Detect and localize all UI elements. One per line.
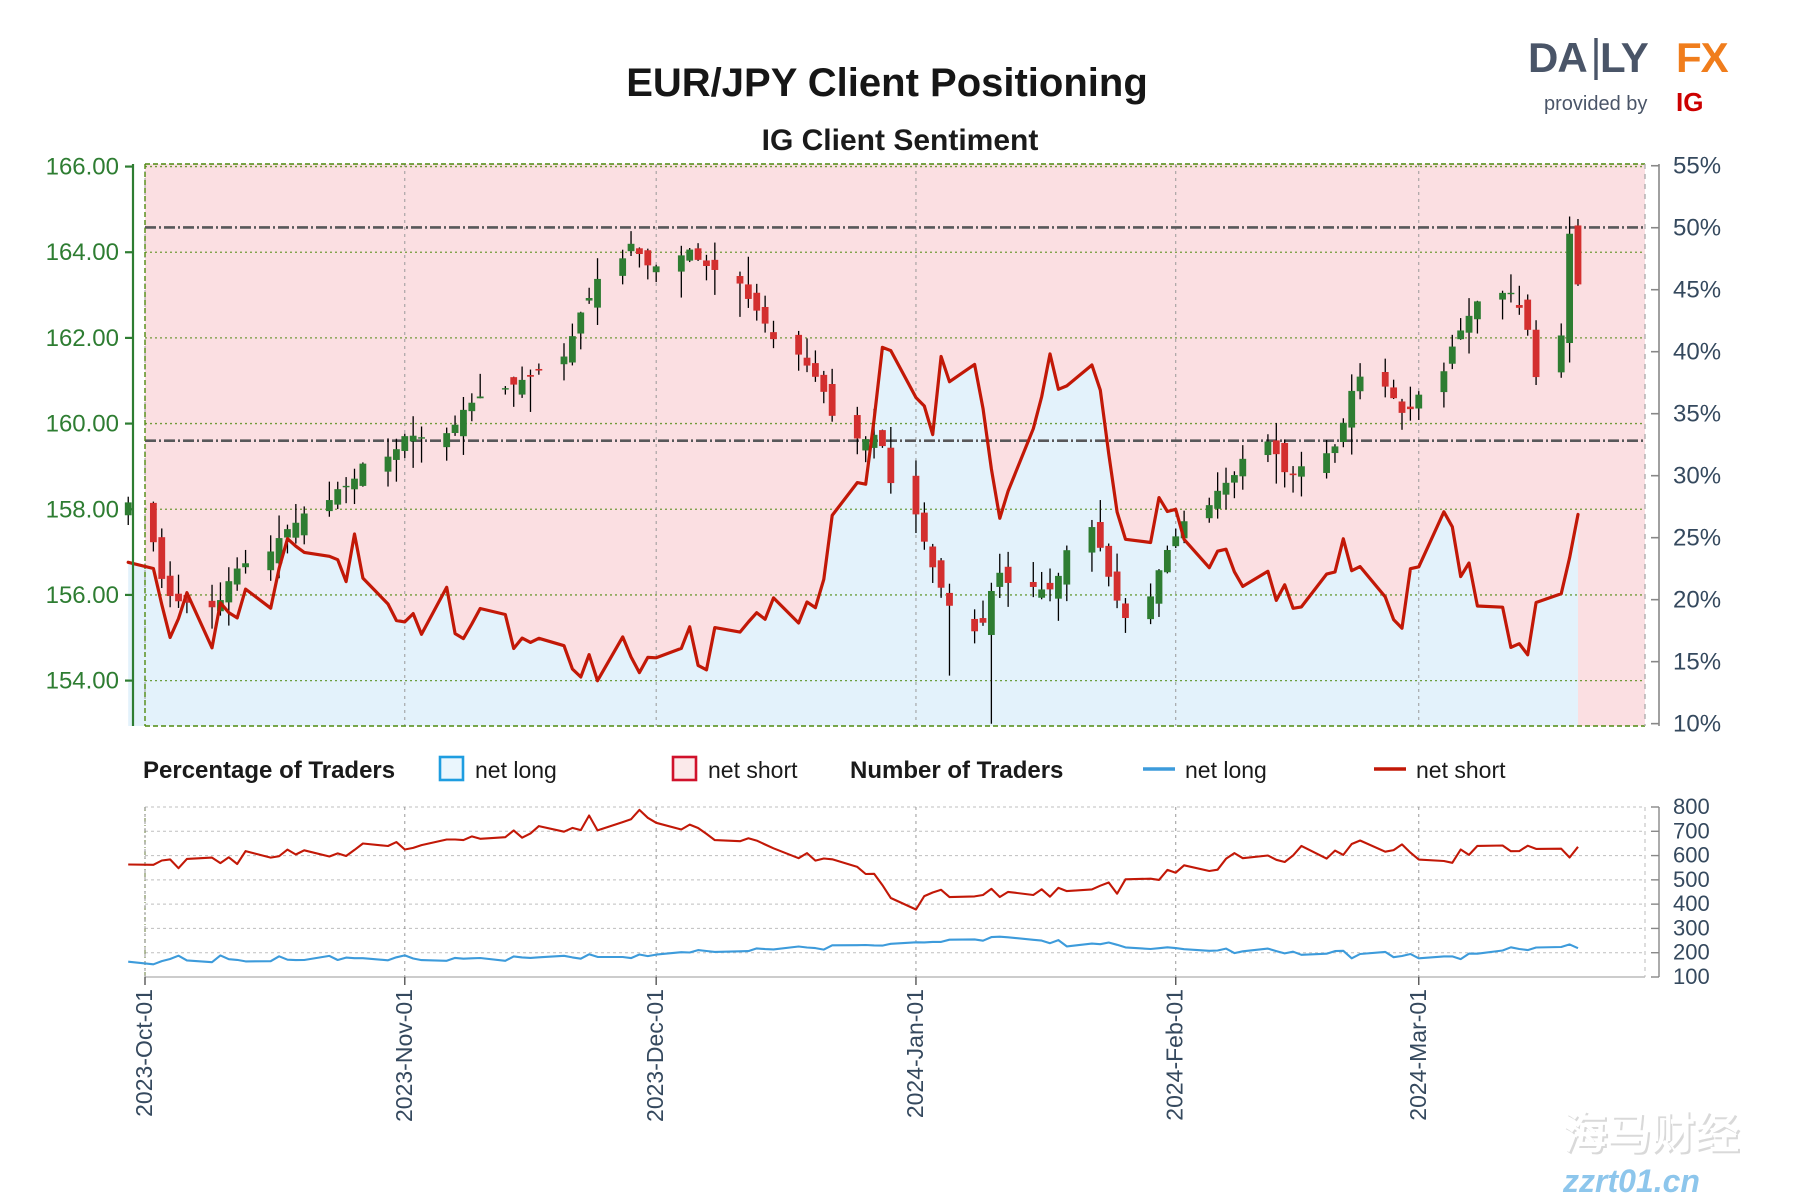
svg-text:100: 100 [1673, 964, 1710, 989]
svg-text:162.00: 162.00 [46, 325, 119, 352]
svg-text:156.00: 156.00 [46, 582, 119, 609]
svg-text:55%: 55% [1673, 153, 1721, 180]
svg-text:net long: net long [475, 757, 557, 783]
svg-text:FX: FX [1676, 34, 1729, 81]
svg-text:35%: 35% [1673, 401, 1721, 428]
svg-text:158.00: 158.00 [46, 496, 119, 523]
svg-text:2024-Jan-01: 2024-Jan-01 [902, 989, 928, 1118]
svg-text:Percentage of Traders: Percentage of Traders [143, 757, 395, 784]
svg-text:10%: 10% [1673, 711, 1721, 738]
svg-text:164.00: 164.00 [46, 239, 119, 266]
svg-text:800: 800 [1673, 794, 1710, 819]
svg-text:30%: 30% [1673, 463, 1721, 490]
svg-text:2023-Oct-01: 2023-Oct-01 [131, 989, 157, 1117]
svg-text:2024-Mar-01: 2024-Mar-01 [1405, 989, 1431, 1121]
svg-text:海马财经: 海马财经 [1563, 1109, 1739, 1158]
svg-text:200: 200 [1673, 940, 1710, 965]
svg-text:net short: net short [708, 757, 798, 783]
svg-text:160.00: 160.00 [46, 411, 119, 438]
svg-text:2023-Dec-01: 2023-Dec-01 [642, 989, 668, 1122]
svg-text:LY: LY [1600, 34, 1649, 81]
svg-text:EUR/JPY Client Positioning: EUR/JPY Client Positioning [626, 61, 1148, 105]
svg-text:600: 600 [1673, 843, 1710, 868]
svg-text:Number of Traders: Number of Traders [850, 757, 1063, 784]
svg-text:IG: IG [1676, 87, 1703, 117]
svg-text:zzrt01.cn: zzrt01.cn [1562, 1163, 1700, 1199]
svg-text:net short: net short [1416, 757, 1506, 783]
svg-text:DA: DA [1528, 34, 1587, 81]
svg-text:40%: 40% [1673, 339, 1721, 366]
svg-text:300: 300 [1673, 915, 1710, 940]
svg-text:500: 500 [1673, 867, 1710, 892]
svg-text:154.00: 154.00 [46, 668, 119, 695]
svg-text:400: 400 [1673, 891, 1710, 916]
svg-text:15%: 15% [1673, 649, 1721, 676]
svg-text:IG Client Sentiment: IG Client Sentiment [762, 124, 1039, 157]
svg-text:45%: 45% [1673, 277, 1721, 304]
svg-text:25%: 25% [1673, 525, 1721, 552]
svg-text:2024-Feb-01: 2024-Feb-01 [1162, 989, 1188, 1121]
svg-text:provided by: provided by [1544, 93, 1647, 115]
svg-text:700: 700 [1673, 818, 1710, 843]
svg-text:50%: 50% [1673, 215, 1721, 242]
svg-text:2023-Nov-01: 2023-Nov-01 [391, 989, 417, 1122]
svg-text:net long: net long [1185, 757, 1267, 783]
svg-text:166.00: 166.00 [46, 154, 119, 181]
svg-text:20%: 20% [1673, 587, 1721, 614]
